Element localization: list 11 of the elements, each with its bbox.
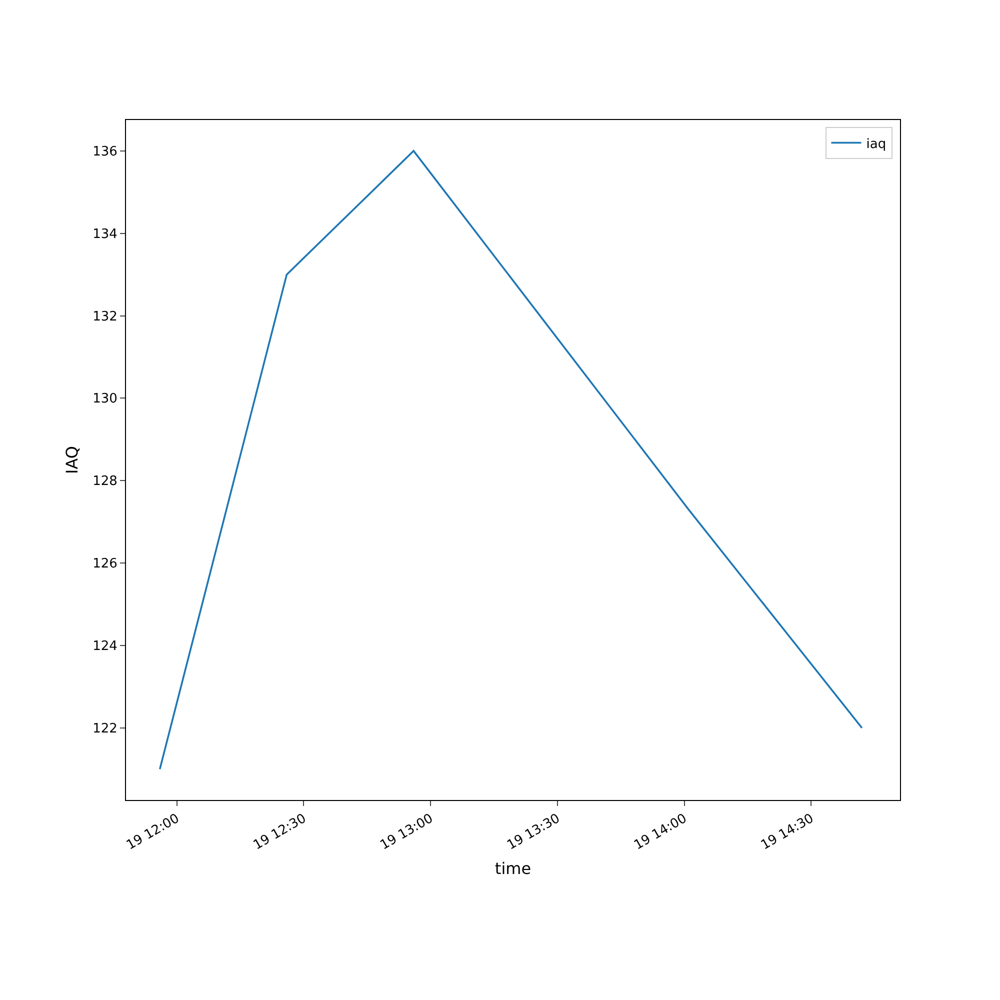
y-axis-title: IAQ: [62, 446, 82, 474]
y-tick-label: 136: [92, 144, 118, 160]
legend-label: iaq: [866, 136, 886, 152]
x-axis-title: time: [494, 858, 532, 878]
y-tick-label: 132: [92, 309, 118, 324]
y-tick-label: 124: [92, 639, 118, 654]
y-tick-label: 122: [92, 721, 118, 736]
y-tick-label: 134: [92, 226, 118, 242]
y-tick-label: 128: [92, 474, 118, 490]
y-tick-label: 130: [92, 392, 118, 407]
y-tick-label: 126: [92, 556, 118, 572]
